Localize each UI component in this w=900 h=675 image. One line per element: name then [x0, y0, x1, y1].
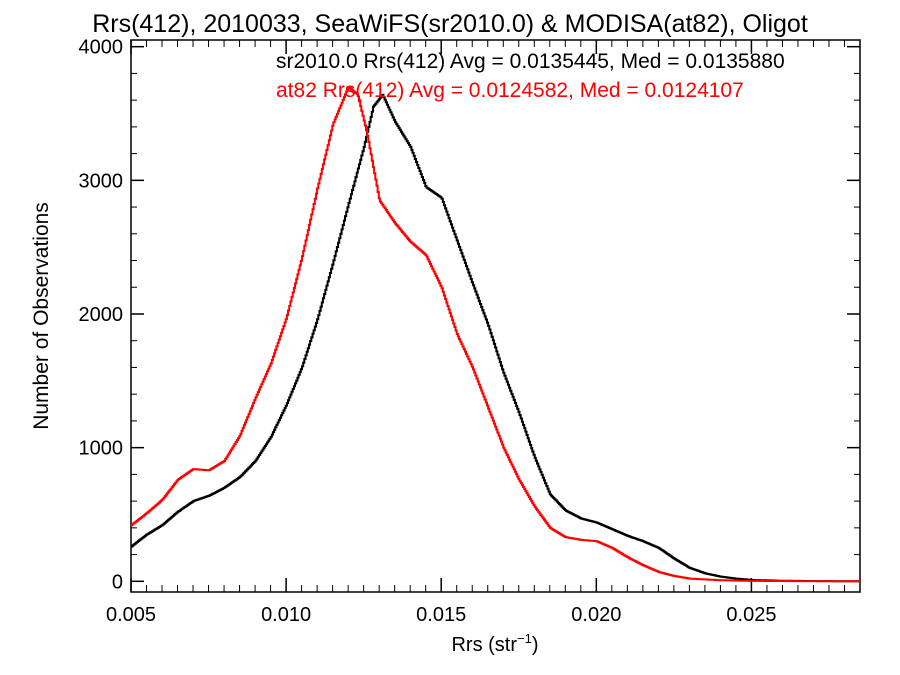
x-tick-label: 0.025: [726, 604, 776, 626]
series-group: [131, 86, 860, 583]
x-axis-label-main: Rrs (str: [451, 634, 517, 656]
x-tick-label: 0.010: [261, 604, 311, 626]
x-ticks: 0.005 0.010 0.015 0.020 0.025: [106, 40, 861, 626]
y-tick-label: 4000: [79, 37, 124, 59]
series-black-histogram: [131, 93, 860, 583]
y-tick-label: 2000: [79, 304, 124, 326]
x-axis-label-close: ): [532, 634, 539, 656]
x-axis-label: Rrs (str−1): [451, 631, 538, 656]
x-tick-label: 0.015: [416, 604, 466, 626]
plot-frame: [130, 39, 861, 593]
x-tick-label: 0.005: [106, 604, 156, 626]
annotation-red-stats: at82 Rrs(412) Avg = 0.0124582, Med = 0.0…: [276, 79, 744, 102]
y-tick-label: 1000: [79, 438, 124, 460]
x-tick-label: 0.020: [571, 604, 621, 626]
y-ticks: 0 1000 2000 3000 4000: [79, 37, 860, 593]
annotation-black-stats: sr2010.0 Rrs(412) Avg = 0.0135445, Med =…: [276, 50, 785, 73]
series-red-histogram: [131, 86, 860, 583]
x-axis-label-sup: −1: [517, 631, 532, 646]
chart-title: Rrs(412), 2010033, SeaWiFS(sr2010.0) & M…: [92, 10, 808, 38]
y-tick-label: 3000: [79, 170, 124, 192]
y-axis-label: Number of Observations: [30, 202, 53, 430]
y-tick-label: 0: [112, 571, 123, 593]
